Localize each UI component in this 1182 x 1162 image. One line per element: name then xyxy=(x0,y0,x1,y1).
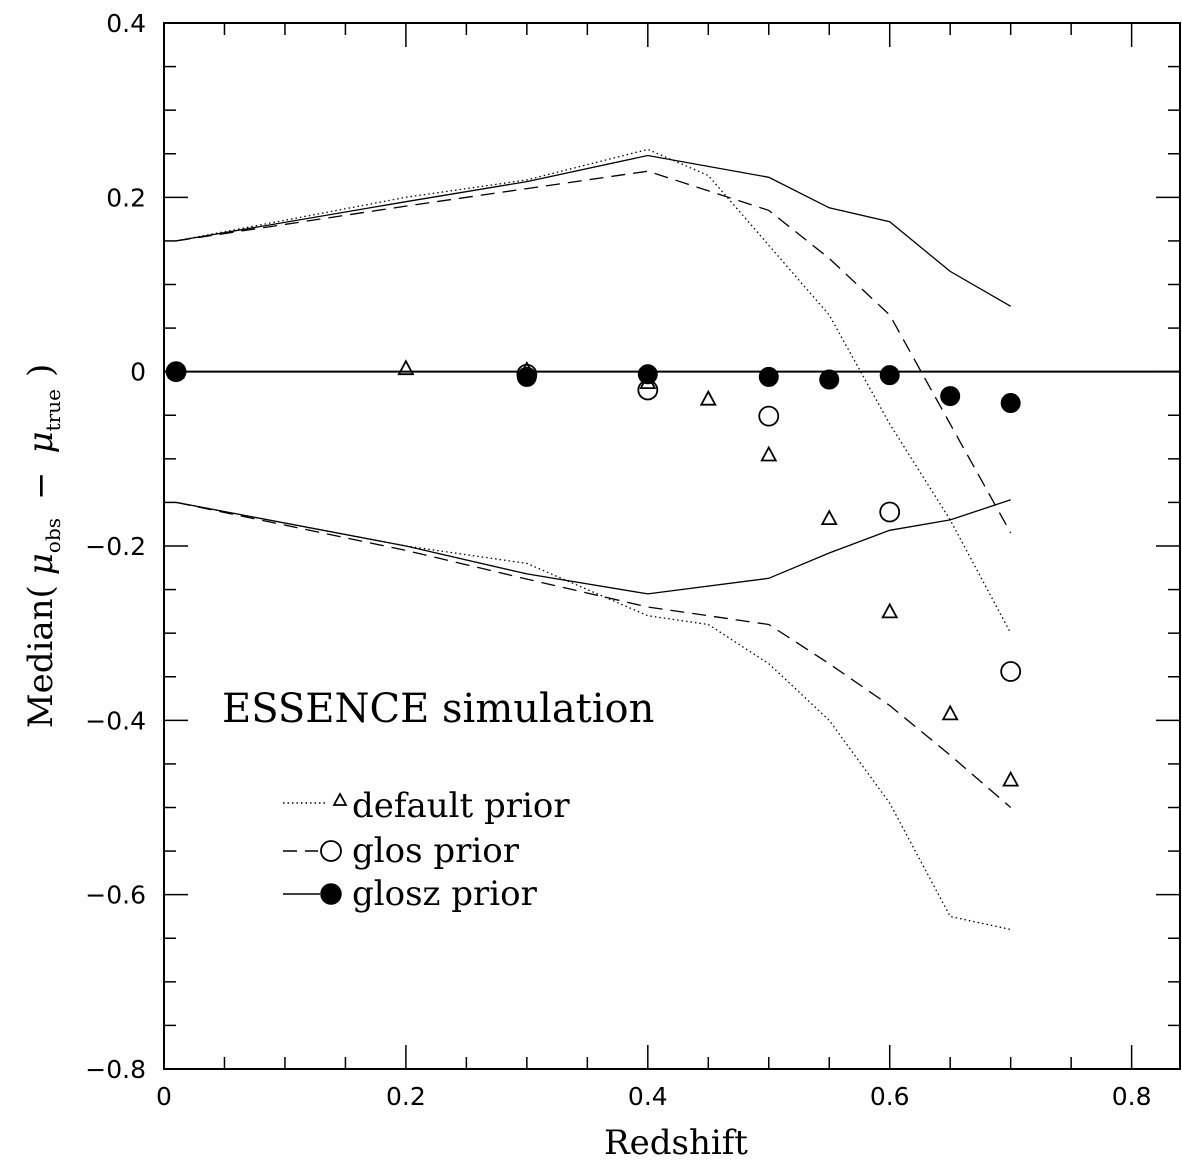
dispersion-bands xyxy=(175,148,1012,931)
x-tick-label: 0.8 xyxy=(1112,1082,1152,1111)
y-tick-label: −0.8 xyxy=(85,1055,146,1084)
triangle-marker xyxy=(397,359,415,376)
y-axis-title: Median(μobs−μtrue) xyxy=(21,364,65,728)
y-axis-title-minus: − xyxy=(21,471,61,500)
legend-filled-circle-marker xyxy=(320,883,342,905)
series-0-lower-band xyxy=(175,501,1011,931)
legend-label-glosz: glosz prior xyxy=(352,874,538,914)
legend-open-circle-marker xyxy=(320,840,342,862)
y-tick-label: 0.4 xyxy=(106,9,146,38)
y-tick-label: −0.2 xyxy=(85,532,146,561)
y-axis-title-mu-true: μ xyxy=(21,431,61,453)
y-axis-title-mu-obs: μ xyxy=(21,553,61,575)
y-axis-title-suffix: ) xyxy=(21,364,61,377)
y-tick-label: −0.4 xyxy=(85,706,146,735)
filled-circle-marker xyxy=(758,366,779,387)
triangle-marker xyxy=(941,704,959,721)
open-circle-marker xyxy=(758,405,780,427)
triangle-marker xyxy=(820,509,838,526)
y-axis-title-sub-true: true xyxy=(41,389,65,431)
y-tick-label: 0.2 xyxy=(106,183,146,212)
filled-circle-marker xyxy=(516,366,537,387)
legend-triangle-marker xyxy=(332,792,348,806)
triangle-marker xyxy=(881,602,899,619)
series-1-lower-band xyxy=(175,501,1012,808)
filled-circle-marker xyxy=(819,369,840,390)
y-tick-label: 0 xyxy=(130,358,146,387)
data-points xyxy=(165,359,1022,787)
series-1-upper-band xyxy=(176,170,1012,534)
series-2-upper-band xyxy=(175,154,1012,307)
filled-circle-marker xyxy=(166,361,187,382)
legend-label-default: default prior xyxy=(352,786,570,826)
axis-ticks xyxy=(163,22,1180,1070)
x-tick-label: 0 xyxy=(156,1082,172,1111)
x-tick-label: 0.6 xyxy=(870,1082,910,1111)
y-axis-title-prefix: Median( xyxy=(21,585,61,728)
triangle-marker xyxy=(699,389,717,406)
x-tick-label: 0.4 xyxy=(628,1082,668,1111)
axis-tick-labels: 0 0.2 0.4 0.6 0.8 0.4 0.2 0 −0.2 −0.4 −0.6 −0.8 xyxy=(85,9,1151,1111)
filled-circle-marker xyxy=(1000,393,1021,414)
series-0-upper-band xyxy=(175,148,1012,634)
legend-label-glos: glos prior xyxy=(352,831,520,871)
series-2-lower-band xyxy=(175,499,1011,595)
annotation-essence: ESSENCE simulation xyxy=(222,686,654,732)
triangle-marker xyxy=(760,445,778,462)
triangle-marker xyxy=(1002,770,1020,787)
legend: default prior glos prior glosz prior xyxy=(283,786,570,914)
plot-frame xyxy=(163,22,1181,1070)
y-tick-label: −0.6 xyxy=(85,881,146,910)
open-circle-marker xyxy=(879,501,901,523)
filled-circle-marker xyxy=(879,365,900,386)
filled-circle-marker xyxy=(940,386,961,407)
open-circle-marker xyxy=(1000,661,1022,682)
x-axis-title: Redshift xyxy=(604,1123,748,1162)
filled-circle-marker xyxy=(637,364,658,385)
y-axis-title-sub-obs: obs xyxy=(41,518,65,553)
x-tick-label: 0.2 xyxy=(386,1082,426,1111)
